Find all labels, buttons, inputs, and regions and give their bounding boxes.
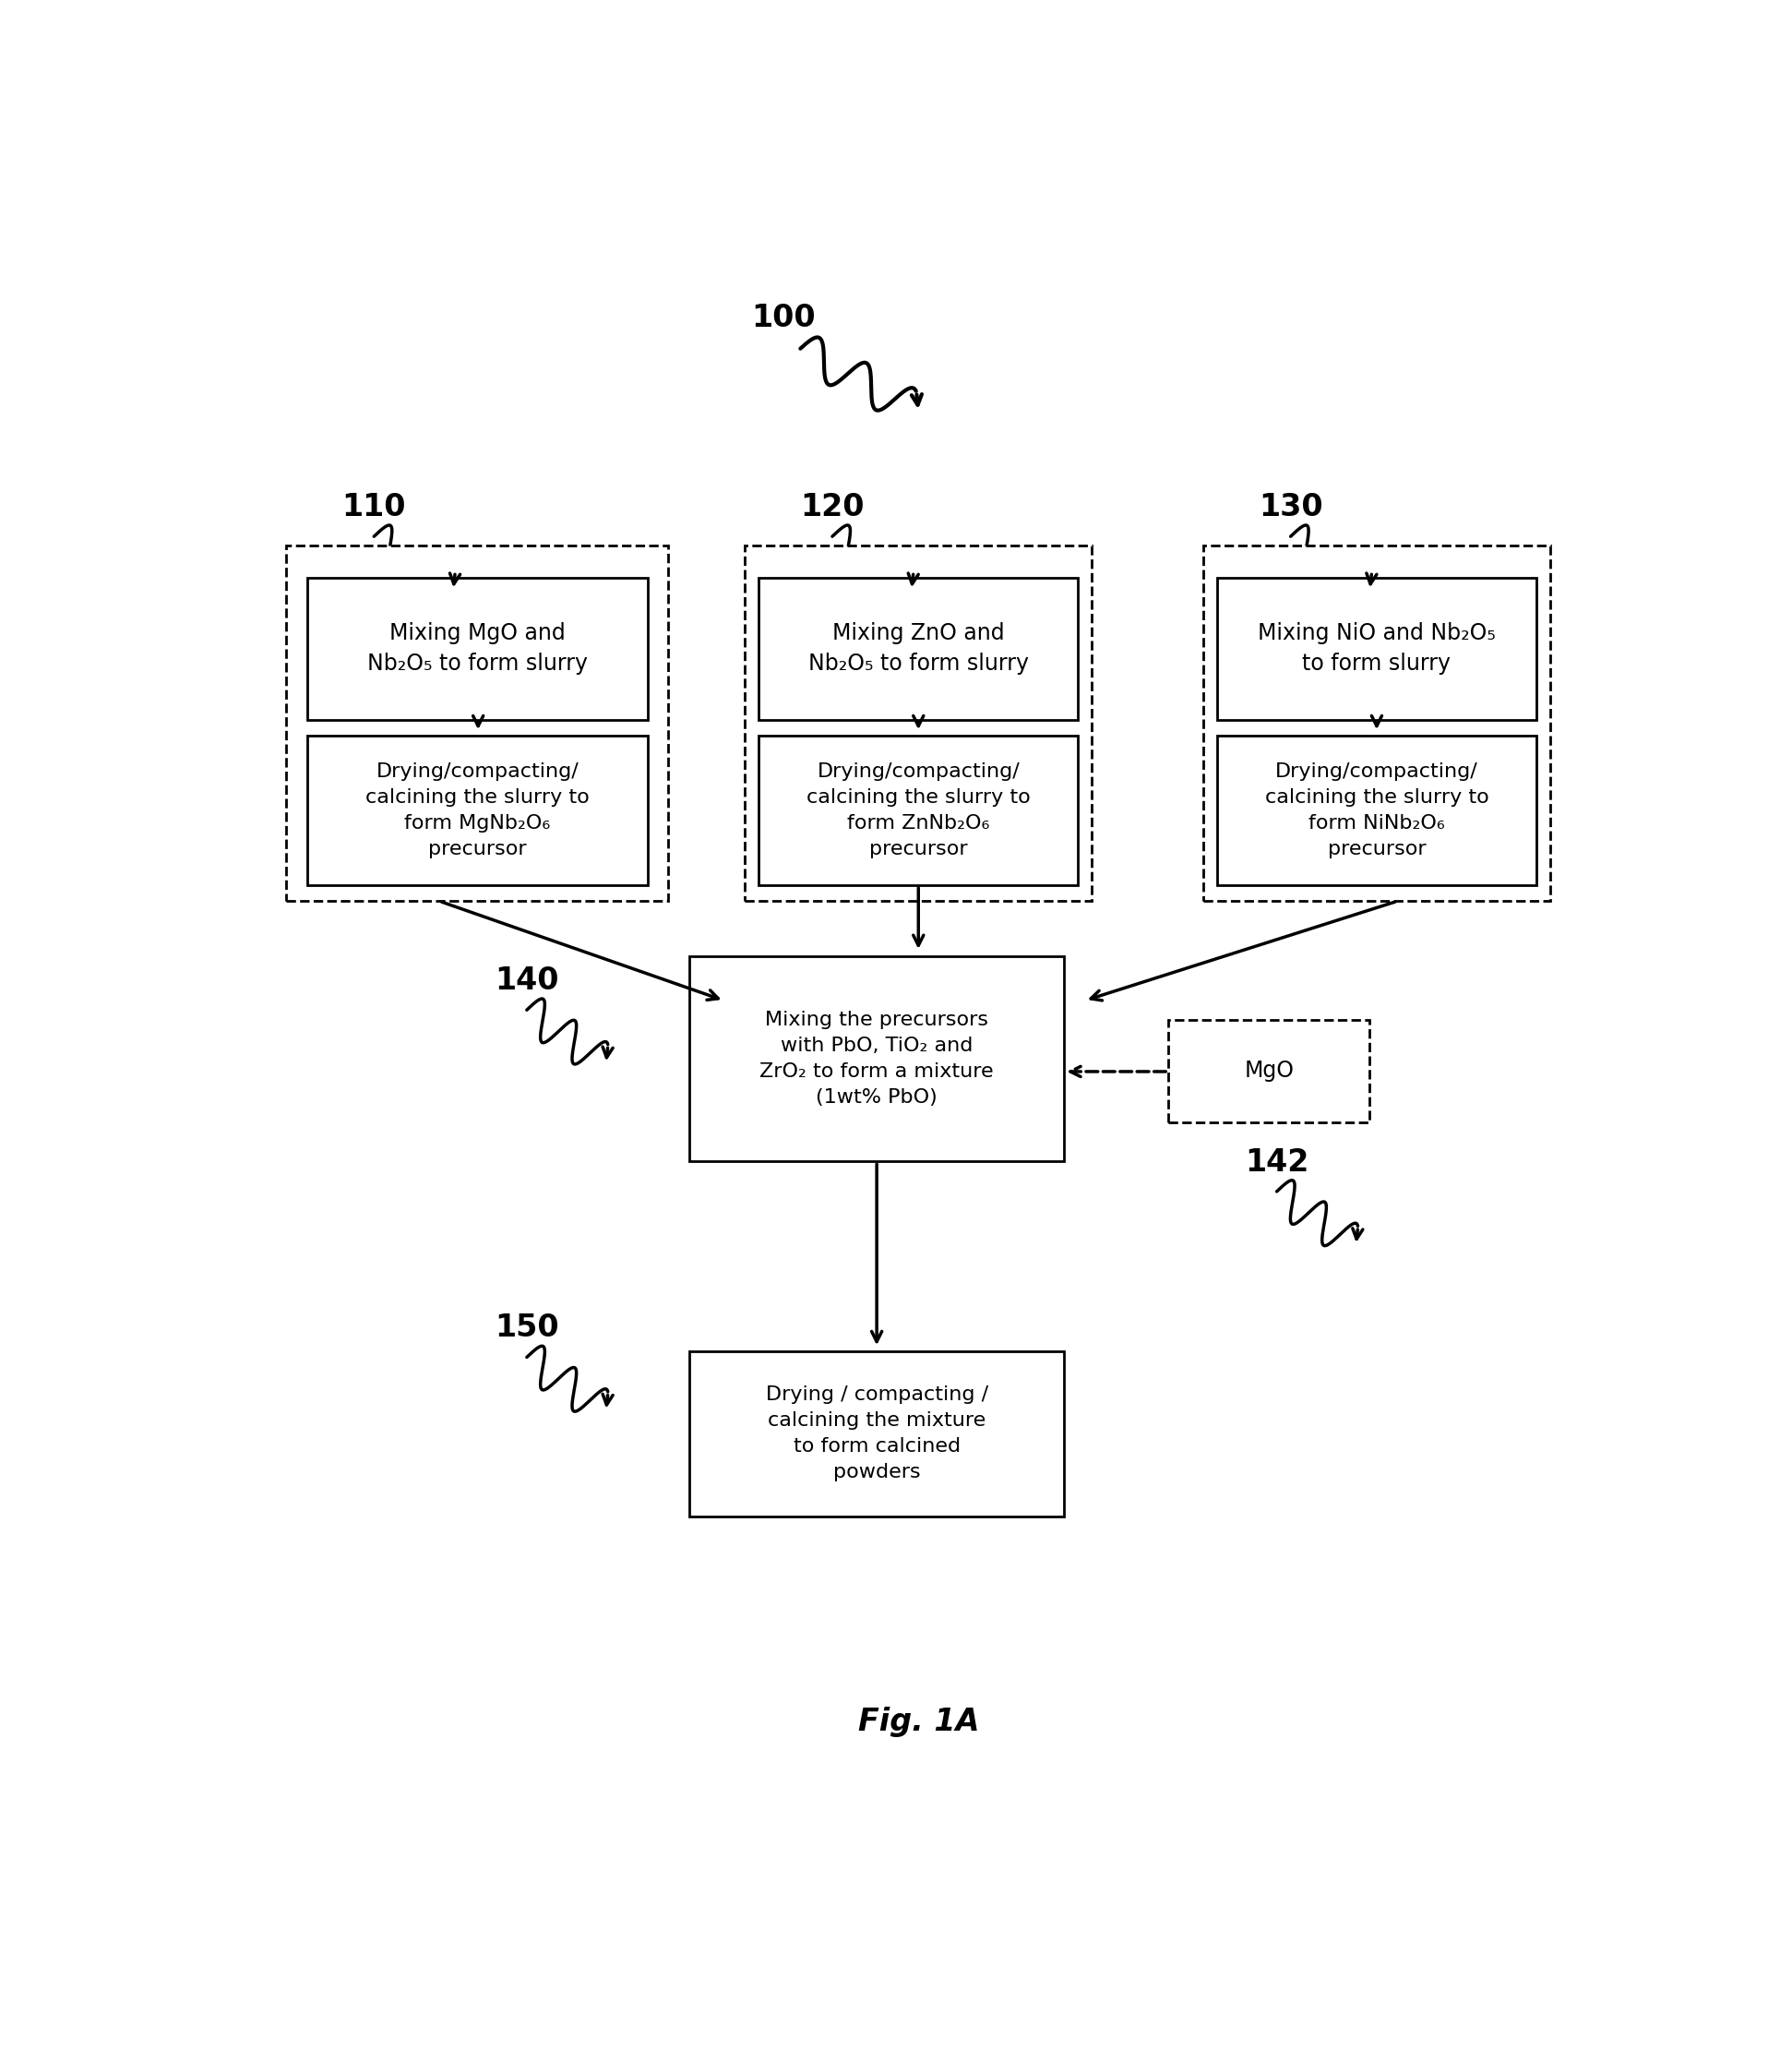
FancyBboxPatch shape <box>308 578 647 720</box>
Text: 142: 142 <box>1245 1146 1308 1177</box>
FancyBboxPatch shape <box>1202 545 1550 902</box>
Text: Fig. 1A: Fig. 1A <box>858 1708 978 1736</box>
FancyBboxPatch shape <box>287 545 668 902</box>
FancyBboxPatch shape <box>758 578 1079 720</box>
FancyBboxPatch shape <box>1217 736 1536 886</box>
Text: 100: 100 <box>753 301 815 332</box>
Text: 120: 120 <box>801 492 864 523</box>
Text: Drying / compacting /
calcining the mixture
to form calcined
powders: Drying / compacting / calcining the mixt… <box>765 1386 987 1482</box>
Text: 110: 110 <box>342 492 407 523</box>
Text: Mixing ZnO and
Nb₂O₅ to form slurry: Mixing ZnO and Nb₂O₅ to form slurry <box>808 621 1029 674</box>
FancyBboxPatch shape <box>690 1351 1064 1517</box>
Text: Mixing NiO and Nb₂O₅
to form slurry: Mixing NiO and Nb₂O₅ to form slurry <box>1258 621 1496 674</box>
FancyBboxPatch shape <box>308 736 647 886</box>
FancyBboxPatch shape <box>690 955 1064 1162</box>
Text: 130: 130 <box>1258 492 1322 523</box>
FancyBboxPatch shape <box>1217 578 1536 720</box>
FancyBboxPatch shape <box>745 545 1091 902</box>
Text: Drying/compacting/
calcining the slurry to
form ZnNb₂O₆
precursor: Drying/compacting/ calcining the slurry … <box>806 763 1030 859</box>
Text: 150: 150 <box>495 1312 559 1343</box>
Text: Mixing MgO and
Nb₂O₅ to form slurry: Mixing MgO and Nb₂O₅ to form slurry <box>367 621 588 674</box>
Text: Mixing the precursors
with PbO, TiO₂ and
ZrO₂ to form a mixture
(1wt% PbO): Mixing the precursors with PbO, TiO₂ and… <box>760 1011 995 1107</box>
Text: Drying/compacting/
calcining the slurry to
form NiNb₂O₆
precursor: Drying/compacting/ calcining the slurry … <box>1265 763 1489 859</box>
Text: MgO: MgO <box>1244 1060 1294 1082</box>
FancyBboxPatch shape <box>1168 1019 1369 1121</box>
FancyBboxPatch shape <box>758 736 1079 886</box>
Text: 140: 140 <box>495 966 559 996</box>
Text: Drying/compacting/
calcining the slurry to
form MgNb₂O₆
precursor: Drying/compacting/ calcining the slurry … <box>366 763 590 859</box>
